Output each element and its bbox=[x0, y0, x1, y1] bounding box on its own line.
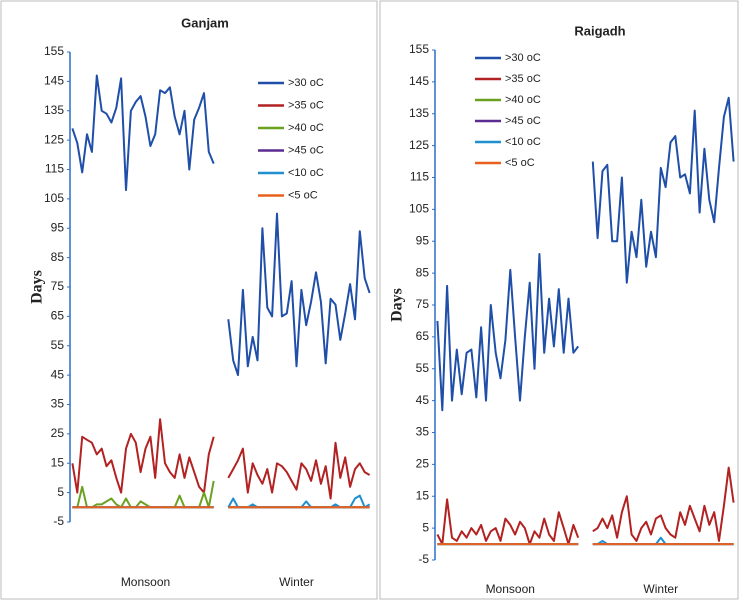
legend-label: >35 oC bbox=[505, 73, 541, 85]
y-tick-label: 145 bbox=[409, 74, 429, 88]
data-line bbox=[436, 466, 735, 546]
y-tick-label: 75 bbox=[416, 297, 430, 311]
y-tick-label: 25 bbox=[51, 426, 65, 440]
y-tick-label: 155 bbox=[409, 42, 429, 56]
x-tick-label: Monsoon bbox=[486, 582, 535, 596]
y-tick-label: 75 bbox=[51, 279, 65, 293]
y-tick-label: 45 bbox=[416, 393, 430, 407]
y-tick-label: 65 bbox=[416, 329, 430, 343]
panel-frame bbox=[0, 0, 378, 600]
y-tick-label: 15 bbox=[51, 455, 65, 469]
y-tick-label: 135 bbox=[44, 103, 64, 117]
y-tick-label: 35 bbox=[416, 425, 430, 439]
y-tick-label: 135 bbox=[409, 106, 429, 120]
y-tick-label: 105 bbox=[409, 202, 429, 216]
legend-label: >30 oC bbox=[288, 77, 324, 89]
y-tick-label: 45 bbox=[51, 367, 65, 381]
panel-frame bbox=[379, 0, 739, 600]
legend-label: >40 oC bbox=[288, 122, 324, 134]
legend-label: <10 oC bbox=[288, 167, 324, 179]
y-axis-label: Days bbox=[29, 270, 46, 304]
y-tick-label: 95 bbox=[416, 233, 430, 247]
legend-label: <5 oC bbox=[505, 157, 535, 169]
legend-label: <10 oC bbox=[505, 136, 541, 148]
y-tick-label: 125 bbox=[409, 138, 429, 152]
data-line bbox=[71, 74, 371, 377]
y-tick-label: 85 bbox=[51, 250, 65, 264]
y-axis-label: Days bbox=[389, 288, 406, 322]
y-tick-label: 65 bbox=[51, 309, 65, 323]
data-line bbox=[71, 418, 371, 500]
y-tick-label: 115 bbox=[410, 170, 429, 184]
y-tick-label: 85 bbox=[416, 265, 430, 279]
legend-label: <5 oC bbox=[288, 189, 318, 201]
y-tick-label: 55 bbox=[51, 338, 65, 352]
y-tick-label: 95 bbox=[51, 220, 65, 234]
y-tick-label: 145 bbox=[44, 74, 64, 88]
y-tick-label: 5 bbox=[422, 520, 429, 534]
y-tick-label: -5 bbox=[53, 514, 64, 528]
chart-title: Ganjam bbox=[181, 15, 229, 30]
legend-label: >45 oC bbox=[288, 144, 324, 156]
x-tick-label: Monsoon bbox=[121, 575, 170, 589]
legend-label: >45 oC bbox=[505, 115, 541, 127]
y-tick-label: 55 bbox=[416, 361, 430, 375]
y-tick-label: 5 bbox=[57, 485, 64, 499]
y-tick-label: 115 bbox=[45, 162, 64, 176]
y-tick-label: 155 bbox=[44, 44, 64, 58]
x-tick-label: Winter bbox=[279, 575, 314, 589]
y-tick-label: 105 bbox=[44, 191, 64, 205]
legend-label: >30 oC bbox=[505, 52, 541, 64]
y-tick-label: 25 bbox=[416, 457, 430, 471]
y-tick-label: 15 bbox=[416, 488, 430, 502]
legend-label: >40 oC bbox=[505, 94, 541, 106]
x-tick-label: Winter bbox=[643, 582, 678, 596]
legend-label: >35 oC bbox=[288, 99, 324, 111]
y-tick-label: 125 bbox=[44, 132, 64, 146]
data-line bbox=[436, 96, 735, 412]
chart-title: Raigadh bbox=[574, 23, 625, 38]
y-tick-label: -5 bbox=[418, 552, 429, 566]
data-line bbox=[72, 480, 370, 509]
y-tick-label: 35 bbox=[51, 397, 65, 411]
